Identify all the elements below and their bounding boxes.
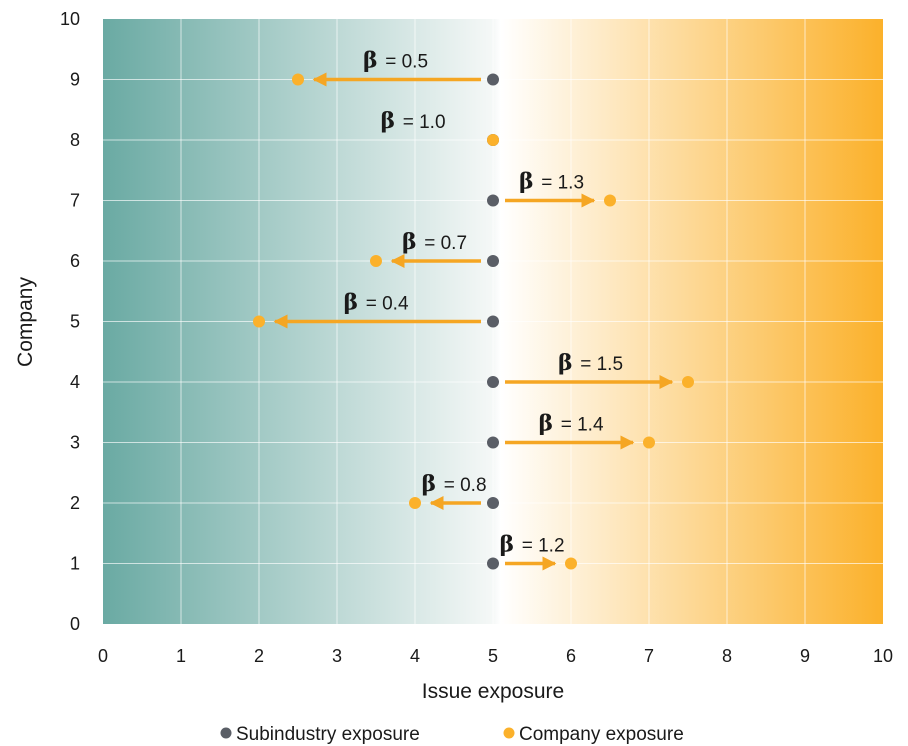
x-tick-label: 6	[566, 646, 576, 666]
subindustry-point	[487, 497, 499, 509]
beta-labels: β = 1.2 β = 0.8 β = 1.4 β = 1.5 β = 0.4 β = 0…	[343, 48, 623, 558]
y-axis-title: Company	[14, 277, 37, 367]
x-tick-label: 4	[410, 646, 420, 666]
x-tick-label: 1	[176, 646, 186, 666]
company-point	[370, 255, 382, 267]
subindustry-point	[487, 315, 499, 328]
x-tick-label: 3	[332, 646, 342, 666]
x-tick-label: 5	[488, 646, 498, 666]
beta-label: β = 0.5	[363, 48, 428, 74]
y-tick-label: 5	[70, 312, 80, 332]
legend-marker-subindustry	[220, 727, 232, 739]
legend-label-company: Company exposure	[519, 724, 684, 745]
y-tick-label: 10	[60, 9, 80, 29]
y-axis-ticks: 0 1 2 3 4 5 6 7 8 9 10	[60, 9, 80, 634]
beta-label: β = 0.7	[402, 229, 467, 255]
company-point	[253, 315, 265, 328]
company-point	[604, 194, 616, 207]
subindustry-point	[487, 255, 499, 267]
company-point	[487, 134, 499, 146]
x-tick-label: 9	[800, 646, 810, 666]
beta-label: β = 1.5	[558, 350, 623, 376]
legend: Subindustry exposure Company exposure	[220, 724, 684, 745]
beta-label: β = 0.8	[421, 471, 486, 497]
legend-label-subindustry: Subindustry exposure	[236, 724, 420, 745]
x-axis-title: Issue exposure	[422, 680, 564, 703]
y-tick-label: 2	[70, 493, 80, 513]
y-tick-label: 9	[70, 70, 80, 90]
y-tick-label: 3	[70, 433, 80, 453]
x-tick-label: 7	[644, 646, 654, 666]
company-point	[682, 376, 694, 388]
legend-marker-company	[503, 727, 515, 739]
x-tick-label: 0	[98, 646, 108, 666]
arrows	[273, 72, 674, 571]
company-point	[409, 497, 421, 509]
subindustry-point	[487, 557, 499, 570]
subindustry-point	[487, 73, 499, 86]
y-tick-label: 7	[70, 191, 80, 211]
y-tick-label: 4	[70, 372, 80, 392]
beta-label: β = 1.4	[538, 411, 604, 437]
subindustry-point	[487, 376, 499, 388]
beta-label: β = 1.2	[499, 532, 564, 558]
beta-label: β = 1.0	[380, 108, 445, 134]
subindustry-point	[487, 436, 499, 449]
x-tick-label: 8	[722, 646, 732, 666]
x-tick-label: 10	[873, 646, 893, 666]
data-points	[253, 73, 694, 570]
x-axis-ticks: 0 1 2 3 4 5 6 7 8 9 10	[98, 646, 893, 666]
x-tick-label: 2	[254, 646, 264, 666]
y-tick-label: 0	[70, 614, 80, 634]
company-point	[292, 73, 304, 86]
subindustry-point	[487, 194, 499, 207]
beta-label: β = 1.3	[519, 169, 584, 195]
beta-label: β = 0.4	[343, 290, 409, 316]
y-tick-label: 8	[70, 130, 80, 150]
y-tick-label: 6	[70, 251, 80, 271]
company-point	[565, 557, 577, 570]
y-tick-label: 1	[70, 554, 80, 574]
company-point	[643, 436, 655, 449]
